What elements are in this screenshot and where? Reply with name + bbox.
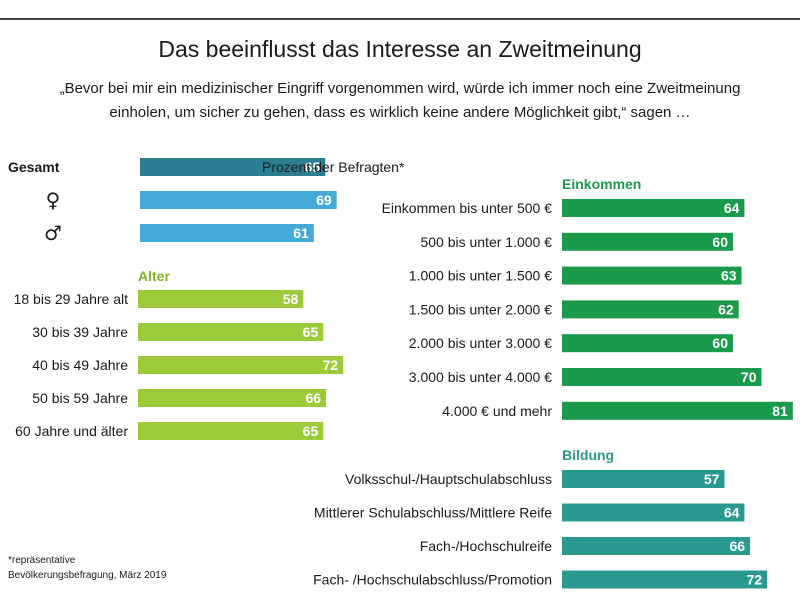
einkommen-category-label-0: Einkommen bis unter 500 € xyxy=(382,200,553,216)
footnote-line-1: *repräsentative xyxy=(8,555,76,566)
einkommen-bar-4 xyxy=(562,334,733,353)
unit-note: Prozent der Befragten* xyxy=(262,159,405,175)
einkommen-bar-2 xyxy=(562,266,742,285)
einkommen-value-label-1: 60 xyxy=(712,234,728,250)
einkommen-value-label-4: 60 xyxy=(712,335,728,351)
bildung-category-label-2: Fach-/Hochschulreife xyxy=(420,538,552,554)
gesamt-value-label-2: 61 xyxy=(293,225,309,241)
bildung-value-label-2: 66 xyxy=(730,538,746,554)
einkommen-category-label-5: 3.000 bis unter 4.000 € xyxy=(409,369,552,385)
alter-bar-3 xyxy=(138,389,327,407)
gesamt-bar-1 xyxy=(140,191,337,209)
bildung-category-label-1: Mittlerer Schulabschluss/Mittlere Reife xyxy=(314,505,552,521)
einkommen-bar-0 xyxy=(562,199,745,217)
alter-value-label-0: 58 xyxy=(283,291,299,307)
einkommen-value-label-2: 63 xyxy=(721,268,737,284)
einkommen-value-label-0: 64 xyxy=(724,200,740,216)
alter-category-label-0: 18 bis 29 Jahre alt xyxy=(14,291,129,307)
alter-category-label-3: 50 bis 59 Jahre xyxy=(32,390,128,406)
einkommen-category-label-2: 1.000 bis unter 1.500 € xyxy=(409,268,552,284)
bildung-category-label-0: Volksschul-/Hauptschulabschluss xyxy=(345,471,552,487)
bildung-value-label-0: 57 xyxy=(704,471,720,487)
bildung-value-label-3: 72 xyxy=(747,572,763,588)
alter-category-label-2: 40 bis 49 Jahre xyxy=(32,357,128,373)
einkommen-value-label-6: 81 xyxy=(772,403,788,419)
male-symbol-icon: ♂ xyxy=(44,221,62,245)
gesamt-bar-2 xyxy=(140,224,314,242)
alter-bar-1 xyxy=(138,323,324,341)
einkommen-value-label-5: 70 xyxy=(741,369,757,385)
einkommen-category-label-3: 1.500 bis unter 2.000 € xyxy=(409,301,552,317)
bildung-category-label-3: Fach- /Hochschulabschluss/Promotion xyxy=(313,572,552,588)
gesamt-value-label-1: 69 xyxy=(316,192,332,208)
alter-value-label-2: 72 xyxy=(323,357,339,373)
chart-subtitle-line-1: „Bevor bei mir ein medizinischer Eingrif… xyxy=(59,80,741,97)
bildung-bar-0 xyxy=(562,470,725,488)
chart-subtitle-line-2: einholen, um sicher zu gehen, dass es wi… xyxy=(109,104,691,121)
top-rule xyxy=(0,18,800,20)
alter-category-label-4: 60 Jahre und älter xyxy=(15,423,128,439)
einkommen-bar-6 xyxy=(562,401,793,420)
einkommen-category-label-1: 500 bis unter 1.000 € xyxy=(420,234,552,250)
einkommen-category-label-6: 4.000 € und mehr xyxy=(442,403,552,419)
einkommen-value-label-3: 62 xyxy=(718,301,734,317)
einkommen-bar-1 xyxy=(562,232,733,251)
einkommen-category-label-4: 2.000 bis unter 3.000 € xyxy=(409,335,552,351)
footnote: *repräsentative Bevölkerungsbefragung, M… xyxy=(8,553,166,583)
footnote-line-2: Bevölkerungsbefragung, März 2019 xyxy=(8,570,167,581)
einkommen-heading: Einkommen xyxy=(562,176,641,192)
einkommen-bar-5 xyxy=(562,368,762,386)
bildung-bar-3 xyxy=(562,570,768,589)
alter-bar-0 xyxy=(138,290,304,308)
chart-title: Das beeinflusst das Interesse an Zweitme… xyxy=(158,36,642,62)
alter-value-label-1: 65 xyxy=(303,324,319,340)
alter-bar-2 xyxy=(138,356,344,374)
bildung-bar-2 xyxy=(562,537,751,555)
alter-category-label-1: 30 bis 39 Jahre xyxy=(32,324,128,340)
gesamt-category-label-0: Gesamt xyxy=(8,159,60,175)
gesamt-bar-0 xyxy=(140,158,326,176)
alter-bar-4 xyxy=(138,422,324,440)
einkommen-bar-3 xyxy=(562,300,739,319)
alter-value-label-4: 65 xyxy=(303,423,319,439)
bildung-heading: Bildung xyxy=(562,447,614,463)
alter-heading: Alter xyxy=(138,268,170,284)
bildung-value-label-1: 64 xyxy=(724,505,740,521)
alter-value-label-3: 66 xyxy=(306,390,322,406)
gesamt-value-label-0: 65 xyxy=(305,159,321,175)
female-symbol-icon: ♀ xyxy=(46,188,61,212)
bildung-bar-1 xyxy=(562,503,745,522)
